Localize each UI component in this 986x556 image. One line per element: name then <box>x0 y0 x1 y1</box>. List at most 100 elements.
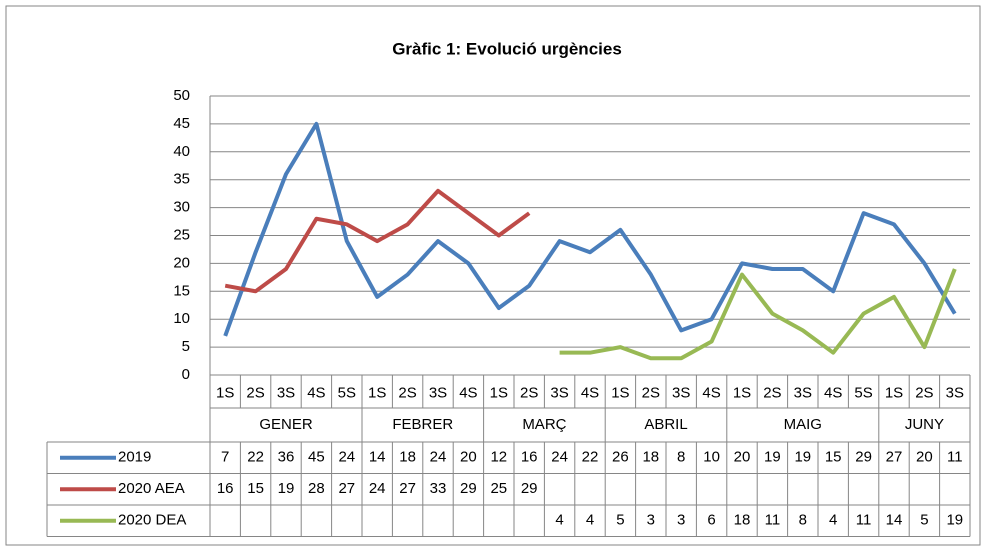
y-tick-label: 0 <box>182 366 190 383</box>
table-value: 11 <box>765 512 781 529</box>
x-tick-label: 2S <box>642 384 660 401</box>
table-value: 25 <box>490 480 507 497</box>
x-tick-label: 1S <box>368 384 386 401</box>
group-label: MARÇ <box>522 416 566 433</box>
table-value: 18 <box>642 449 659 466</box>
y-tick-label: 50 <box>173 87 190 104</box>
table-value: 3 <box>677 512 685 529</box>
group-label: ABRIL <box>644 416 687 433</box>
table-value: 36 <box>278 449 295 466</box>
table-value: 4 <box>555 512 563 529</box>
x-tick-label: 3S <box>946 384 964 401</box>
table-value: 19 <box>946 512 963 529</box>
series-line <box>559 268 957 361</box>
table-value: 24 <box>430 449 447 466</box>
table-value: 8 <box>799 512 807 529</box>
x-tick-label: 1S <box>490 384 508 401</box>
group-label: MAIG <box>784 416 822 433</box>
x-tick-label: 2S <box>763 384 781 401</box>
x-tick-label: 3S <box>550 384 568 401</box>
table-value: 22 <box>247 449 264 466</box>
table-value: 5 <box>920 512 928 529</box>
y-tick-label: 30 <box>173 199 190 216</box>
table-value: 28 <box>308 480 325 497</box>
x-tick-label: 1S <box>733 384 751 401</box>
x-tick-label: 4S <box>824 384 842 401</box>
table-value: 3 <box>647 512 655 529</box>
table-value: 15 <box>825 449 842 466</box>
x-tick-label: 1S <box>611 384 629 401</box>
table-value: 18 <box>399 449 416 466</box>
table-value: 27 <box>886 449 903 466</box>
table-value: 20 <box>916 449 933 466</box>
table-value: 26 <box>612 449 629 466</box>
table-value: 14 <box>886 512 903 529</box>
table-value: 29 <box>855 449 872 466</box>
table-value: 27 <box>399 480 416 497</box>
x-tick-label: 4S <box>459 384 477 401</box>
table-value: 29 <box>460 480 477 497</box>
table-value: 15 <box>247 480 264 497</box>
y-tick-label: 20 <box>173 254 190 271</box>
legend-label: 2020 AEA <box>118 480 185 497</box>
table-value: 7 <box>221 449 229 466</box>
y-tick-label: 5 <box>182 338 190 355</box>
table-value: 14 <box>369 449 386 466</box>
group-label: FEBRER <box>392 416 453 433</box>
table-value: 16 <box>521 449 538 466</box>
x-tick-label: 2S <box>915 384 933 401</box>
table-value: 16 <box>217 480 234 497</box>
table-value: 29 <box>521 480 538 497</box>
series-line <box>224 188 531 294</box>
table-value: 4 <box>586 512 594 529</box>
table-value: 20 <box>734 449 751 466</box>
legend-label: 2020 DEA <box>118 512 186 529</box>
table-value: 5 <box>616 512 624 529</box>
x-tick-label: 4S <box>581 384 599 401</box>
legend-label: 2019 <box>118 449 151 466</box>
x-tick-label: 3S <box>277 384 295 401</box>
table-value: 19 <box>278 480 295 497</box>
x-tick-label: 2S <box>398 384 416 401</box>
table-value: 19 <box>794 449 811 466</box>
x-tick-label: 3S <box>672 384 690 401</box>
x-tick-label: 5S <box>338 384 356 401</box>
table-value: 12 <box>490 449 507 466</box>
y-tick-label: 40 <box>173 143 190 160</box>
table-value: 18 <box>734 512 751 529</box>
y-tick-label: 45 <box>173 115 190 132</box>
x-tick-label: 3S <box>794 384 812 401</box>
x-tick-label: 2S <box>246 384 264 401</box>
x-tick-label: 5S <box>854 384 872 401</box>
x-tick-label: 1S <box>885 384 903 401</box>
table-value: 27 <box>338 480 355 497</box>
table-value: 19 <box>764 449 781 466</box>
table-value: 20 <box>460 449 477 466</box>
table-value: 6 <box>707 512 715 529</box>
x-tick-label: 4S <box>307 384 325 401</box>
table-value: 24 <box>338 449 355 466</box>
series-line <box>223 121 957 337</box>
x-tick-label: 4S <box>702 384 720 401</box>
x-tick-label: 1S <box>216 384 234 401</box>
table-value: 10 <box>703 449 720 466</box>
y-tick-label: 25 <box>173 226 190 243</box>
chart-title: Gràfic 1: Evolució urgències <box>392 39 622 58</box>
x-tick-label: 2S <box>520 384 538 401</box>
x-tick-label: 3S <box>429 384 447 401</box>
group-label: GENER <box>259 416 313 433</box>
table-value: 8 <box>677 449 685 466</box>
table-value: 24 <box>369 480 386 497</box>
table-value: 11 <box>947 449 963 466</box>
y-tick-label: 35 <box>173 171 190 188</box>
table-value: 45 <box>308 449 325 466</box>
table-value: 24 <box>551 449 568 466</box>
y-tick-label: 10 <box>173 310 190 327</box>
y-tick-label: 15 <box>173 282 190 299</box>
table-value: 11 <box>856 512 872 529</box>
group-label: JUNY <box>905 416 944 433</box>
table-value: 33 <box>430 480 447 497</box>
table-value: 4 <box>829 512 837 529</box>
table-value: 22 <box>582 449 599 466</box>
